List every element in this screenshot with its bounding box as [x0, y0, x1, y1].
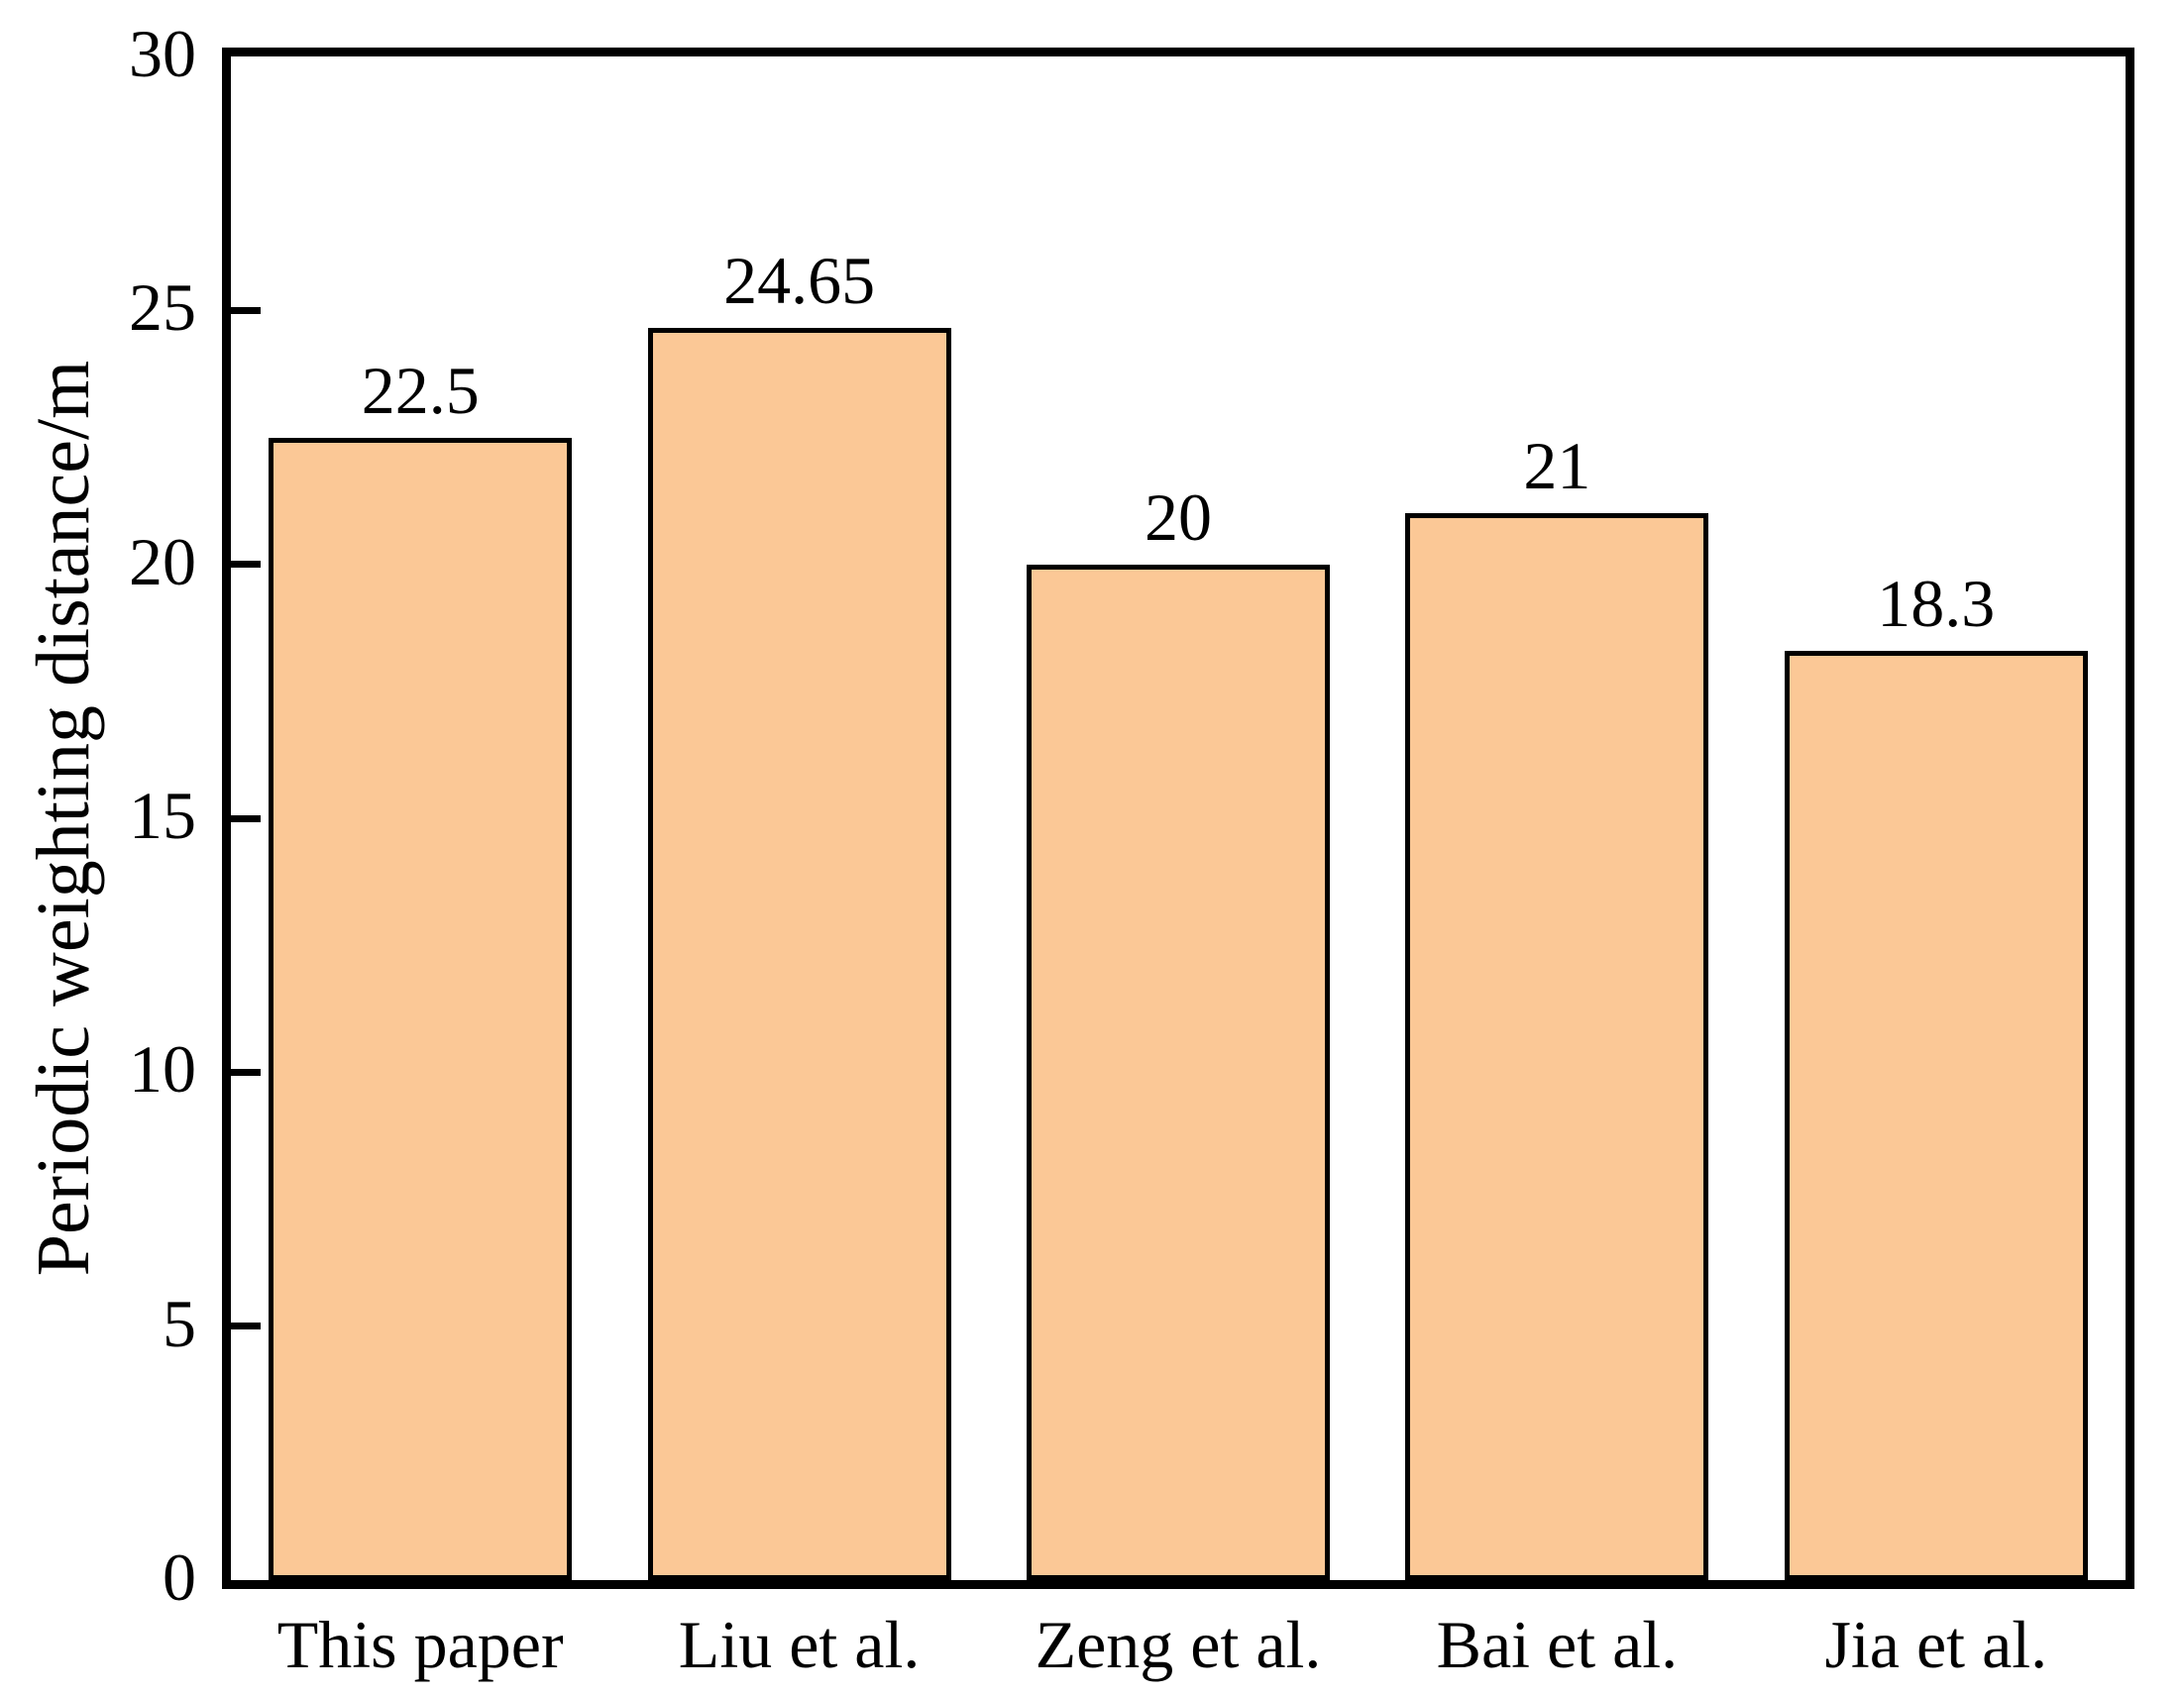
bar-value-label-zeng-et-al: 20 — [1145, 478, 1212, 555]
y-tick-25 — [231, 306, 261, 314]
x-label-this-paper: This paper — [276, 1607, 564, 1682]
bar-this-paper — [269, 437, 573, 1580]
plot-area — [222, 48, 2134, 1589]
y-tick-label-30: 30 — [129, 16, 196, 91]
y-tick-label-5: 5 — [163, 1285, 196, 1361]
x-label-liu-et-al: Liu et al. — [678, 1607, 921, 1682]
x-label-zeng-et-al: Zeng et al. — [1035, 1607, 1322, 1682]
bar-value-label-bai-et-al: 21 — [1523, 428, 1591, 504]
bar-jia-et-al — [1784, 650, 2088, 1580]
y-tick-label-10: 10 — [129, 1031, 196, 1108]
y-tick-label-0: 0 — [163, 1539, 196, 1615]
y-tick-5 — [231, 1323, 261, 1330]
y-tick-15 — [231, 814, 261, 822]
y-tick-label-15: 15 — [129, 778, 196, 853]
bar-liu-et-al — [647, 328, 951, 1580]
y-tick-label-25: 25 — [129, 269, 196, 346]
bar-value-label-jia-et-al: 18.3 — [1877, 565, 1996, 641]
x-label-jia-et-al: Jia et al. — [1824, 1607, 2048, 1682]
bar-value-label-liu-et-al: 24.65 — [723, 243, 876, 319]
y-tick-20 — [231, 561, 261, 569]
y-tick-label-20: 20 — [129, 523, 196, 599]
x-label-bai-et-al: Bai et al. — [1436, 1607, 1679, 1682]
bar-value-label-this-paper: 22.5 — [361, 352, 480, 428]
bar-bai-et-al — [1405, 513, 1709, 1580]
y-tick-10 — [231, 1068, 261, 1076]
bar-zeng-et-al — [1027, 564, 1330, 1580]
